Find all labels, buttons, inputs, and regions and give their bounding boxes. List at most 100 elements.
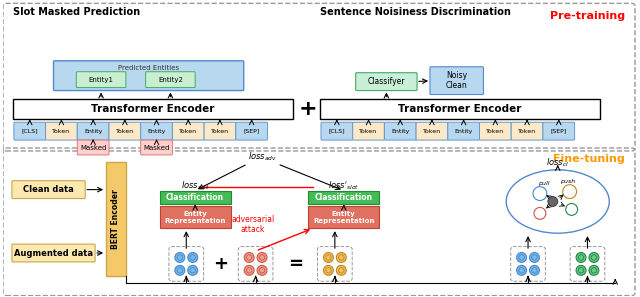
FancyBboxPatch shape [511, 122, 543, 140]
Circle shape [548, 197, 557, 206]
Text: Clean data: Clean data [23, 185, 74, 194]
Text: Token: Token [486, 129, 504, 134]
Circle shape [175, 252, 185, 263]
Circle shape [529, 252, 540, 263]
Text: Entity: Entity [84, 129, 102, 134]
Circle shape [529, 266, 540, 275]
Text: Classifyer: Classifyer [367, 77, 405, 86]
Text: $loss_{slot}$: $loss_{slot}$ [180, 179, 210, 192]
FancyBboxPatch shape [385, 122, 416, 140]
Text: [SEP]: [SEP] [550, 129, 567, 134]
FancyBboxPatch shape [236, 122, 268, 140]
Text: Transformer Encoder: Transformer Encoder [399, 104, 522, 114]
Bar [308, 206, 380, 228]
Text: Clean: Clean [446, 81, 468, 90]
Text: push: push [560, 179, 575, 184]
Circle shape [337, 252, 346, 263]
Text: Classification: Classification [315, 193, 373, 202]
FancyBboxPatch shape [77, 122, 109, 140]
Bar [13, 99, 293, 119]
FancyBboxPatch shape [54, 61, 244, 91]
Text: Noisy: Noisy [446, 71, 467, 80]
Circle shape [576, 252, 586, 263]
Circle shape [589, 252, 599, 263]
Circle shape [323, 266, 333, 275]
FancyBboxPatch shape [479, 122, 511, 140]
Text: Token: Token [116, 129, 134, 134]
Circle shape [323, 252, 333, 263]
FancyBboxPatch shape [543, 122, 575, 140]
FancyBboxPatch shape [416, 122, 448, 140]
Text: Token: Token [360, 129, 378, 134]
FancyBboxPatch shape [353, 122, 385, 140]
Text: Token: Token [211, 129, 229, 134]
Circle shape [516, 252, 527, 263]
FancyBboxPatch shape [141, 140, 172, 155]
Text: $loss_{cl}$: $loss_{cl}$ [547, 157, 569, 169]
Text: Token: Token [52, 129, 70, 134]
FancyBboxPatch shape [321, 122, 353, 140]
FancyBboxPatch shape [45, 122, 77, 140]
Text: Masked: Masked [143, 145, 170, 151]
Text: Entity
Representation: Entity Representation [164, 211, 226, 224]
Circle shape [257, 252, 267, 263]
Circle shape [188, 252, 198, 263]
Text: Sentence Noisiness Discrimination: Sentence Noisiness Discrimination [320, 7, 511, 17]
Text: pull: pull [538, 181, 550, 186]
Text: Token: Token [423, 129, 441, 134]
Text: Entity1: Entity1 [88, 77, 113, 83]
Text: [CLS]: [CLS] [328, 129, 345, 134]
Bar [320, 99, 600, 119]
Text: Entity2: Entity2 [158, 77, 183, 83]
Bar [106, 162, 126, 276]
Bar [308, 191, 380, 204]
Bar [159, 191, 231, 204]
FancyBboxPatch shape [172, 122, 204, 140]
Text: $loss_{adv}$: $loss_{adv}$ [248, 151, 277, 163]
Text: Entity: Entity [147, 129, 166, 134]
Circle shape [188, 266, 198, 275]
Text: +: + [213, 255, 228, 273]
FancyBboxPatch shape [141, 122, 172, 140]
Text: Predicted Entities: Predicted Entities [118, 65, 179, 71]
Circle shape [244, 266, 254, 275]
Text: [CLS]: [CLS] [21, 129, 38, 134]
Text: Masked: Masked [80, 145, 106, 151]
FancyBboxPatch shape [430, 67, 483, 94]
FancyBboxPatch shape [448, 122, 479, 140]
FancyBboxPatch shape [204, 122, 236, 140]
Circle shape [257, 266, 267, 275]
Text: $loss'_{slot}$: $loss'_{slot}$ [328, 179, 360, 192]
Bar [159, 206, 231, 228]
Text: Entity: Entity [454, 129, 473, 134]
Text: BERT Encoder: BERT Encoder [111, 189, 120, 249]
Text: Entity
Representation: Entity Representation [313, 211, 374, 224]
FancyBboxPatch shape [77, 140, 109, 155]
FancyBboxPatch shape [12, 181, 85, 198]
Circle shape [589, 266, 599, 275]
Text: adversarial
attack: adversarial attack [231, 215, 275, 234]
Circle shape [244, 252, 254, 263]
Text: Token: Token [179, 129, 197, 134]
FancyBboxPatch shape [146, 72, 195, 88]
FancyBboxPatch shape [76, 72, 126, 88]
FancyBboxPatch shape [14, 122, 45, 140]
Text: Fine-tuning: Fine-tuning [554, 154, 625, 164]
Text: [SEP]: [SEP] [244, 129, 260, 134]
Circle shape [576, 266, 586, 275]
FancyBboxPatch shape [356, 73, 417, 91]
FancyBboxPatch shape [12, 244, 95, 262]
Text: Pre-training: Pre-training [550, 11, 625, 21]
FancyBboxPatch shape [109, 122, 141, 140]
Text: +: + [299, 99, 317, 119]
Text: Augmented data: Augmented data [14, 249, 93, 257]
Text: Classification: Classification [166, 193, 224, 202]
Text: Token: Token [518, 129, 536, 134]
Circle shape [337, 266, 346, 275]
Circle shape [175, 266, 185, 275]
Text: Entity: Entity [391, 129, 410, 134]
Text: Transformer Encoder: Transformer Encoder [92, 104, 215, 114]
Text: =: = [288, 255, 303, 273]
Circle shape [516, 266, 527, 275]
Text: Slot Masked Prediction: Slot Masked Prediction [13, 7, 140, 17]
